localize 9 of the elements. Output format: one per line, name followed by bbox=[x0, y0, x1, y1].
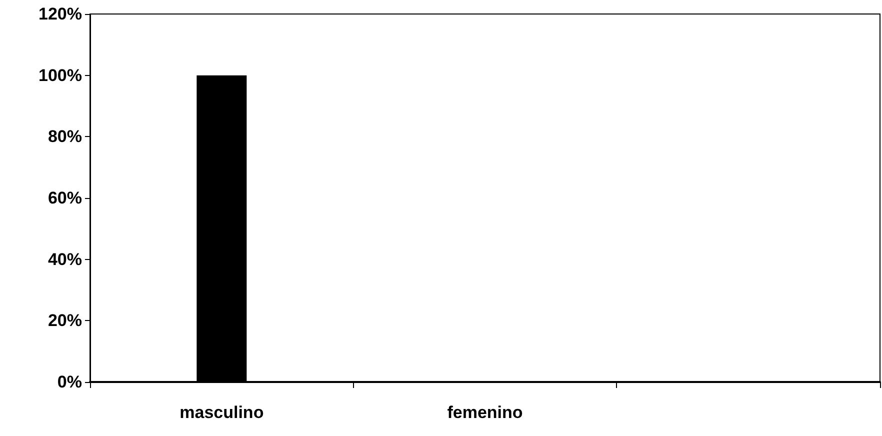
y-tick-label: 80% bbox=[48, 127, 82, 146]
x-tick-label: masculino bbox=[180, 403, 264, 422]
x-tick-label: femenino bbox=[447, 403, 523, 422]
y-tick-label: 20% bbox=[48, 311, 82, 330]
y-tick-label: 120% bbox=[38, 4, 82, 24]
y-tick-label: 0% bbox=[57, 372, 82, 392]
y-tick-label: 60% bbox=[48, 188, 82, 208]
y-tick-label: 40% bbox=[48, 250, 82, 269]
y-tick-label: 100% bbox=[38, 66, 82, 85]
